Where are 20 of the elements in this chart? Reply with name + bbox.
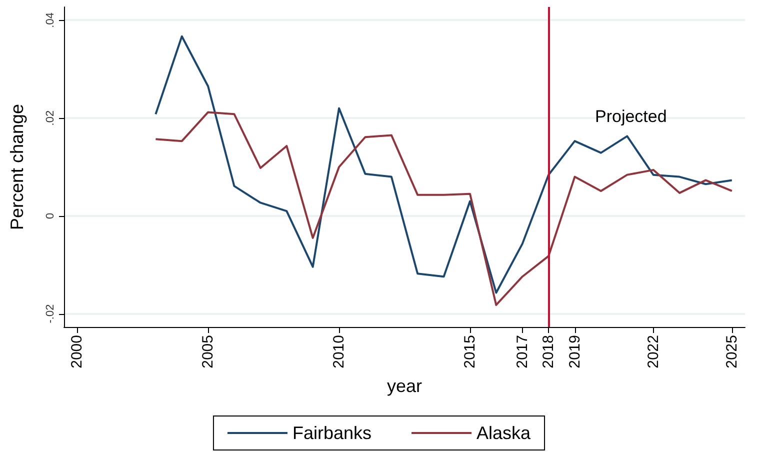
y-tick-label: .04 — [44, 12, 56, 28]
x-tick-label: 2005 — [200, 335, 217, 368]
x-tick-label: 2010 — [330, 335, 348, 368]
line-series — [154, 111, 733, 306]
x-tick-label: 2017 — [514, 335, 531, 368]
y-axis-title: Percent change — [7, 104, 27, 230]
legend-label: Fairbanks — [292, 423, 372, 443]
x-axis-title: year — [386, 376, 422, 396]
y-tick-label: -.02 — [44, 304, 56, 324]
y-tick-label: .02 — [44, 110, 56, 126]
x-tick-label: 2000 — [68, 335, 86, 368]
x-tick-label: 2025 — [723, 335, 740, 368]
y-tick-label: 0 — [44, 212, 56, 219]
x-tick-label: 2018 — [540, 335, 558, 368]
legend-label: Alaska — [476, 423, 532, 443]
annotation: Projected — [595, 107, 667, 126]
x-tick-label: 2019 — [566, 335, 584, 368]
x-tick-label: 2015 — [461, 335, 478, 368]
x-tick-label: 2022 — [644, 335, 662, 368]
line-series — [154, 35, 733, 294]
